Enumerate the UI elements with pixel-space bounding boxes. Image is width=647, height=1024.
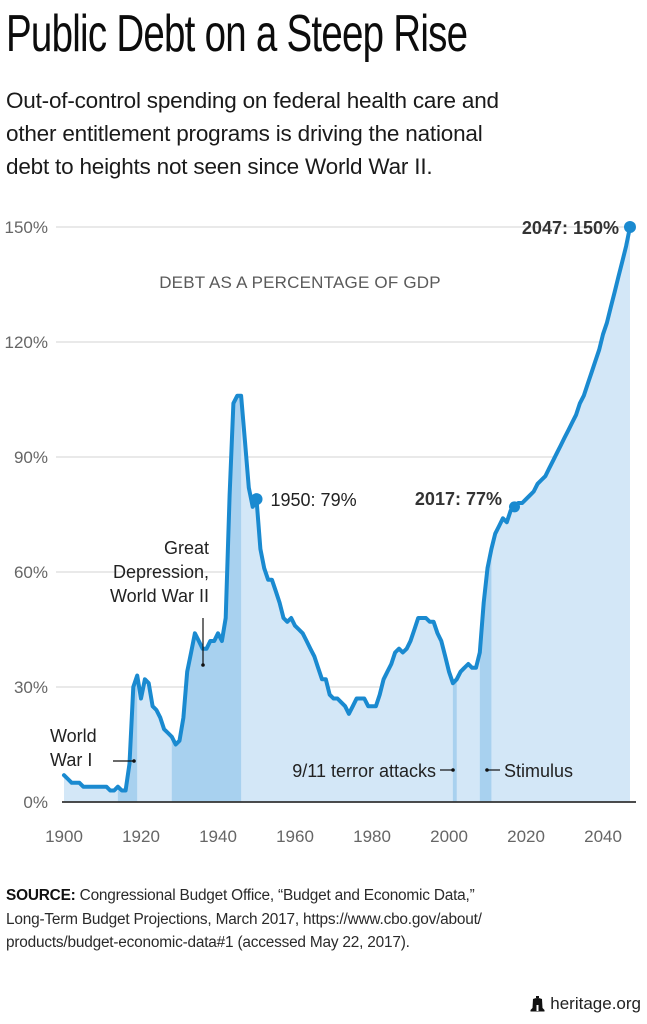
leader-dot: [485, 768, 489, 772]
source-text: Congressional Budget Office, “Budget and…: [75, 887, 475, 904]
area-fill: [64, 227, 630, 802]
page-title: Public Debt on a Steep Rise: [6, 5, 468, 63]
marker-2047: [624, 221, 636, 233]
label-great-depression: Depression,: [113, 562, 209, 582]
y-tick-label: 120%: [5, 333, 48, 352]
source-line-1: SOURCE: Congressional Budget Office, “Bu…: [6, 884, 482, 908]
source-line-3: products/budget-economic-data#1 (accesse…: [6, 934, 410, 951]
area-fill-path: [64, 227, 630, 802]
chart-title: DEBT AS A PERCENTAGE OF GDP: [159, 273, 441, 292]
debt-chart: 0% 30% 60% 90% 120% 150% 1900 1920 1940 1960 1980 2…: [5, 218, 636, 846]
label-great-depression: Great: [164, 538, 209, 558]
source-note: SOURCE: Congressional Budget Office, “Bu…: [6, 884, 482, 955]
x-tick-label: 1980: [353, 827, 391, 846]
x-tick-label: 1920: [122, 827, 160, 846]
shaded-period: [479, 227, 492, 802]
label-stimulus: Stimulus: [504, 761, 573, 781]
leader-dot: [201, 663, 205, 667]
annotation-2017: 2017: 77%: [415, 489, 502, 509]
subtitle-line: debt to heights not seen since World War…: [6, 154, 433, 179]
y-tick-label: 90%: [14, 448, 48, 467]
y-tick-label: 0%: [23, 793, 48, 812]
source-label: SOURCE:: [6, 887, 76, 904]
shaded-period: [452, 227, 457, 802]
label-world-war-i: World: [50, 726, 97, 746]
subtitle: Out-of-control spending on federal healt…: [6, 84, 646, 183]
liberty-bell-icon: [530, 995, 545, 1011]
y-tick-label: 30%: [14, 678, 48, 697]
x-tick-label: 2000: [430, 827, 468, 846]
x-tick-label: 2020: [507, 827, 545, 846]
y-tick-label: 150%: [5, 218, 48, 237]
x-tick-label: 1960: [276, 827, 314, 846]
label-world-war-i: War I: [50, 750, 92, 770]
annotation-1950: 1950: 79%: [271, 490, 357, 510]
shaded-period: [117, 227, 138, 802]
brand: heritage.org: [530, 994, 641, 1014]
chart-labels: DEBT AS A PERCENTAGE OF GDP 2047: 150% 195…: [50, 218, 636, 781]
y-tick-label: 60%: [14, 563, 48, 582]
x-tick-label: 1940: [199, 827, 237, 846]
marker-1950: [250, 493, 263, 506]
leader-dot: [451, 768, 455, 772]
series-line-path: [62, 225, 632, 793]
x-tick-label: 2040: [584, 827, 622, 846]
leader-dot: [132, 759, 136, 763]
label-great-depression: World War II: [110, 586, 209, 606]
marker-2017: [508, 501, 520, 513]
x-tick-label: 1900: [45, 827, 83, 846]
series-line: [62, 225, 632, 793]
axes: 0% 30% 60% 90% 120% 150% 1900 1920 1940 1960 1980 2…: [5, 218, 636, 846]
source-line-2: Long-Term Budget Projections, March 2017…: [6, 910, 482, 928]
subtitle-line: other entitlement programs is driving th…: [6, 121, 483, 146]
brand-name: heritage.org: [550, 994, 641, 1013]
label-9-11: 9/11 terror attacks: [292, 761, 436, 781]
annotation-2047: 2047: 150%: [522, 218, 619, 238]
subtitle-line: Out-of-control spending on federal healt…: [6, 88, 499, 113]
